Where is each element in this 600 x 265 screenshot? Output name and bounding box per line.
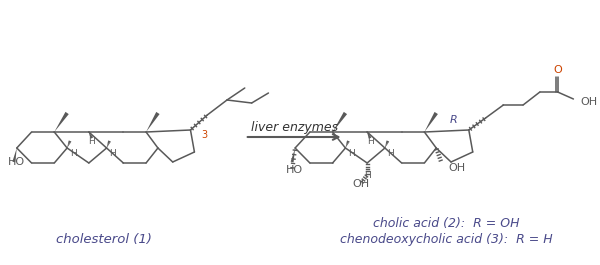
- Polygon shape: [13, 148, 17, 162]
- Text: HO: HO: [8, 157, 25, 167]
- Text: OH: OH: [580, 97, 598, 107]
- Text: cholic acid (2):  R = OH: cholic acid (2): R = OH: [373, 217, 520, 229]
- Text: H: H: [88, 138, 95, 147]
- Polygon shape: [146, 112, 160, 132]
- Text: OH: OH: [353, 179, 370, 189]
- Text: H: H: [109, 148, 116, 157]
- Text: R: R: [450, 115, 458, 125]
- Text: liver enzymes: liver enzymes: [251, 121, 338, 134]
- Text: HO: HO: [286, 165, 304, 175]
- Polygon shape: [332, 112, 347, 132]
- Text: O: O: [553, 65, 562, 75]
- Text: OH: OH: [448, 163, 465, 173]
- Polygon shape: [290, 148, 295, 162]
- Text: H: H: [70, 148, 76, 157]
- Text: H: H: [367, 138, 373, 147]
- Polygon shape: [54, 112, 69, 132]
- Text: 3: 3: [201, 130, 208, 140]
- Text: H: H: [388, 148, 394, 157]
- Text: chenodeoxycholic acid (3):  R = H: chenodeoxycholic acid (3): R = H: [340, 233, 553, 246]
- Text: H: H: [348, 148, 355, 157]
- Text: cholesterol (1): cholesterol (1): [56, 233, 152, 246]
- Polygon shape: [424, 112, 438, 132]
- Text: H: H: [364, 170, 371, 179]
